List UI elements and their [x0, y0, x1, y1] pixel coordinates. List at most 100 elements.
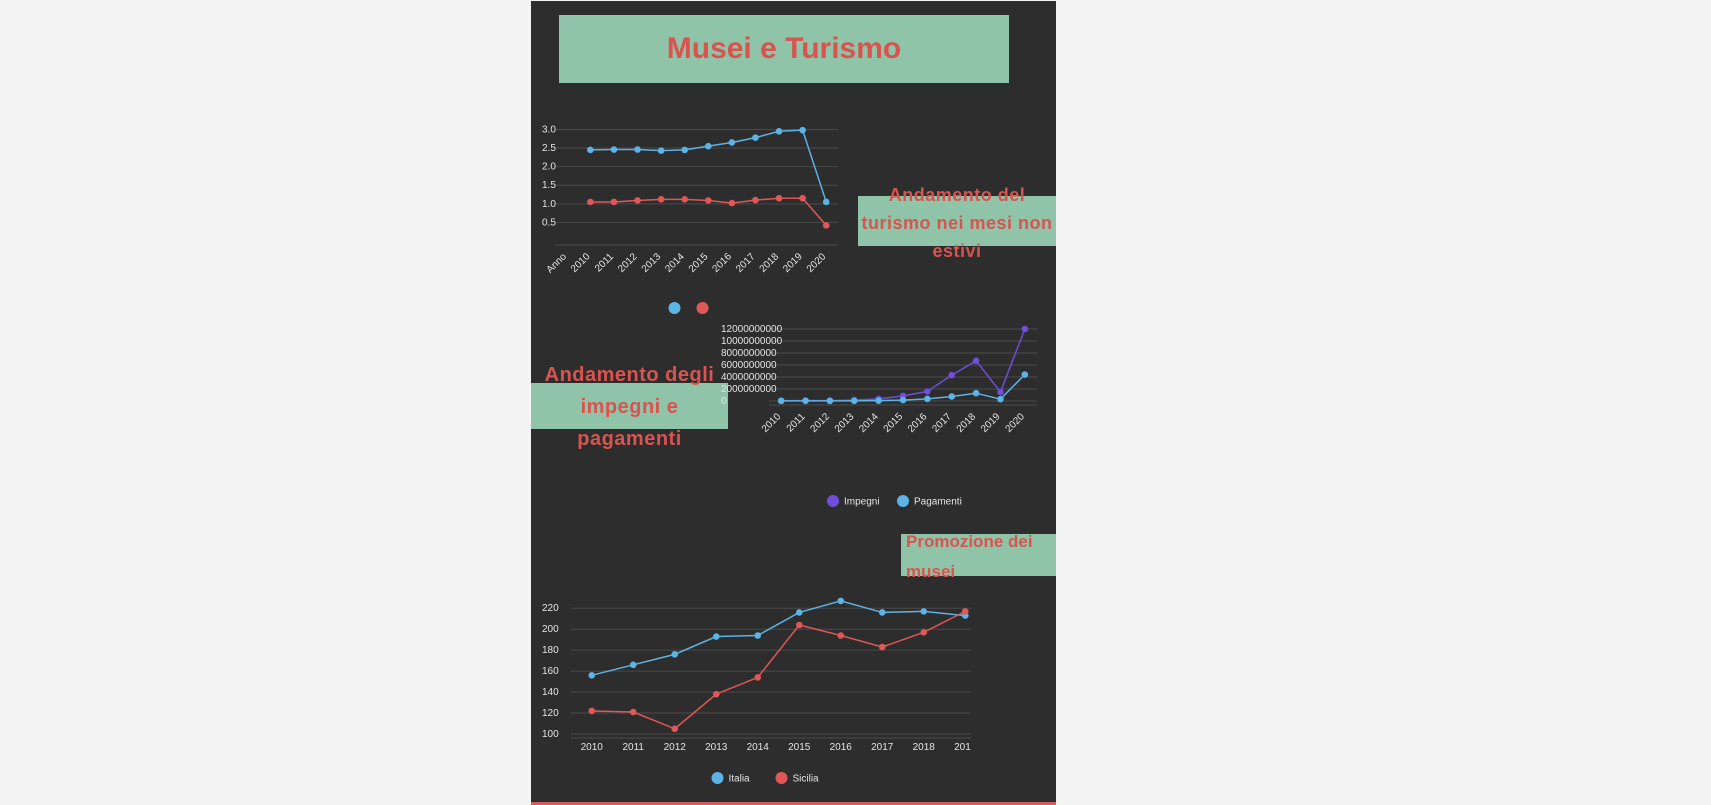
chart-commitments-payments: 1200000000010000000000800000000060000000… — [721, 324, 1037, 508]
data-point — [795, 609, 803, 616]
series-line-0 — [591, 600, 966, 677]
data-point — [878, 643, 886, 651]
legend-marker — [696, 302, 709, 314]
y-tick-label: 0 — [721, 396, 727, 407]
x-tick-label: 2018 — [758, 251, 782, 275]
y-tick-label: 2000000000 — [721, 384, 777, 395]
y-tick-label: 2.5 — [542, 143, 556, 154]
data-point — [795, 621, 803, 629]
label1-banner — [858, 196, 1056, 246]
x-tick-label: 2016 — [710, 251, 734, 275]
data-point — [837, 597, 845, 605]
legend-label: Pagamenti — [914, 497, 962, 508]
data-point — [948, 393, 956, 400]
data-point — [712, 633, 720, 640]
x-tick-label: 2020 — [805, 251, 829, 275]
label2-text: Andamento degli impegni e pagamenti — [544, 364, 715, 450]
x-tick-label: 2016 — [906, 411, 930, 435]
y-tick-label: 12000000000 — [721, 324, 783, 335]
chart-museum-promotion: 220 200 180 160 140 120 100 2010 2011 2012 2013 201… — [542, 597, 971, 785]
data-point — [681, 196, 689, 203]
x-tick-label: 2010 — [569, 251, 593, 275]
y-tick-label: 8000000000 — [721, 348, 777, 359]
x-tick-label: 2015 — [687, 251, 711, 275]
data-point — [777, 397, 785, 405]
report-canvas: Musei e Turismo Andamento del turismo ne… — [531, 1, 1056, 805]
data-point — [878, 609, 886, 616]
x-tick-label: 2014 — [663, 251, 687, 275]
y-tick-label: 1.0 — [542, 199, 556, 210]
data-point — [588, 707, 596, 715]
data-point — [704, 142, 712, 150]
series-line-1 — [591, 610, 966, 730]
y-tick-label: 6000000000 — [721, 360, 777, 371]
x-tick-label: 2019 — [781, 251, 805, 275]
data-point — [972, 389, 980, 397]
legend-label: Sicilia — [793, 774, 820, 785]
x-tick-label: 2014 — [857, 411, 881, 435]
data-point — [822, 222, 830, 229]
data-point — [712, 690, 720, 698]
legend-marker — [897, 495, 909, 507]
data-point — [728, 139, 736, 146]
y-tick-label: 160 — [542, 666, 559, 677]
legend-marker — [775, 772, 788, 784]
x-tick-label: 2013 — [640, 251, 664, 275]
y-tick-label: 140 — [542, 687, 559, 698]
x-tick-label: 2015 — [788, 742, 811, 753]
data-point — [799, 194, 806, 202]
data-point — [775, 127, 783, 135]
x-tick-label: 2020 — [1003, 411, 1027, 435]
data-point — [728, 199, 736, 207]
data-point — [961, 608, 969, 615]
data-point — [799, 126, 806, 134]
y-tick-label: 1.5 — [542, 180, 556, 191]
x-tick-label: 2018 — [955, 411, 979, 435]
x-tick-label: 2017 — [871, 742, 894, 753]
legend-label: Italia — [729, 774, 751, 785]
label1-text: Andamento del turismo nei mesi non estiv… — [861, 185, 1053, 261]
y-tick-label: 2.0 — [542, 162, 556, 173]
x-tick-label: 2016 — [830, 742, 853, 753]
data-point — [629, 661, 637, 669]
x-tick-label: 2015 — [882, 411, 906, 435]
label3-text: Promozione dei musei — [906, 532, 1033, 581]
data-point — [948, 371, 956, 379]
y-tick-label: 10000000000 — [721, 336, 783, 347]
x-tick-label: 2013 — [833, 411, 857, 435]
data-point — [1021, 371, 1029, 378]
data-point — [972, 357, 980, 365]
data-point — [752, 134, 759, 141]
x-tick-label: 2011 — [785, 411, 808, 434]
data-point — [837, 632, 845, 639]
bottom-divider — [531, 802, 1056, 805]
x-tick-label: Anno — [545, 251, 570, 276]
label3-banner — [901, 534, 1056, 576]
legend-marker — [668, 302, 681, 314]
data-point — [752, 196, 759, 204]
data-point — [634, 146, 641, 153]
data-point — [634, 197, 641, 204]
data-point — [775, 194, 783, 202]
data-point — [875, 397, 882, 404]
y-tick-label: 4000000000 — [721, 372, 777, 383]
data-point — [587, 146, 594, 154]
data-point — [588, 672, 596, 679]
data-point — [920, 608, 928, 615]
data-point — [997, 388, 1004, 396]
data-point — [754, 674, 762, 681]
y-tick-label: 200 — [542, 624, 559, 635]
data-point — [924, 388, 931, 395]
x-tick-label: 2014 — [747, 742, 770, 753]
x-tick-label: 2018 — [913, 742, 936, 753]
series-line-0 — [590, 129, 827, 203]
data-point — [822, 198, 830, 206]
data-point — [850, 397, 858, 405]
y-tick-label: 3.0 — [542, 124, 556, 135]
legend-marker — [711, 772, 724, 784]
x-tick-label: 2019 — [979, 411, 1003, 435]
y-tick-label: 120 — [542, 708, 559, 719]
x-tick-label: 2010 — [760, 411, 784, 435]
x-tick-label: 2017 — [734, 251, 758, 275]
